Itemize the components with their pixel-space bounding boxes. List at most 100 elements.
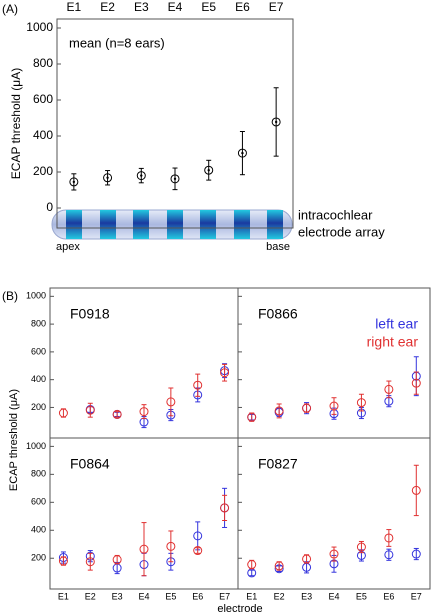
- x-tick-label: E2: [274, 591, 285, 601]
- panel-title: F0918: [70, 306, 110, 322]
- legend-entry: left ear: [375, 316, 418, 332]
- y-tick-label: 400: [31, 525, 46, 535]
- y-tick-label: 400: [31, 374, 46, 384]
- marker: [204, 165, 214, 175]
- marker-dot: [72, 180, 76, 184]
- x-tick-label: E4: [328, 591, 339, 601]
- array-label: electrode array: [298, 224, 385, 239]
- y-tick-label: 800: [31, 318, 46, 328]
- y-tick-label: 400: [33, 128, 53, 142]
- plot-frame: [56, 18, 294, 229]
- y-tick-label: 200: [31, 402, 46, 412]
- marker: [170, 174, 180, 184]
- marker: [237, 148, 247, 158]
- marker: [193, 380, 203, 390]
- x-tick-label: E2: [85, 591, 96, 601]
- x-tick-label: E7: [411, 591, 422, 601]
- marker: [220, 368, 230, 378]
- marker: [166, 541, 176, 551]
- marker: [302, 403, 312, 413]
- marker: [271, 117, 281, 127]
- x-axis-label: electrode: [217, 603, 262, 615]
- x-tick-label: E3: [112, 591, 123, 601]
- x-tick-label: E3: [301, 591, 312, 601]
- x-tick-label: E4: [138, 591, 149, 601]
- y-tick-label: 800: [31, 469, 46, 479]
- x-tick-label: E5: [201, 0, 216, 14]
- panel-title: F0866: [258, 306, 298, 322]
- marker: [220, 503, 230, 513]
- base-label: base: [266, 241, 290, 253]
- marker: [411, 485, 421, 495]
- marker: [329, 401, 339, 411]
- marker: [112, 555, 122, 565]
- marker: [85, 405, 95, 415]
- marker-dot: [106, 176, 109, 179]
- marker-dot: [173, 177, 177, 181]
- x-tick-label: E1: [246, 591, 257, 601]
- y-tick-label: 1000: [26, 441, 46, 451]
- marker: [302, 554, 312, 564]
- panel-title: F0864: [70, 456, 110, 472]
- plot-frame: [237, 437, 431, 590]
- marker: [193, 531, 203, 541]
- x-tick-label: E7: [219, 591, 230, 601]
- marker: [139, 407, 149, 417]
- x-tick-label: E6: [192, 591, 203, 601]
- y-axis-label: ECAP threshold (μA): [8, 389, 20, 491]
- panel-label: (A): [2, 2, 18, 16]
- legend-entry: right ear: [367, 334, 419, 350]
- marker-dot: [140, 174, 143, 177]
- x-tick-label: E2: [100, 0, 115, 14]
- marker-dot: [274, 120, 278, 124]
- y-tick-label: 600: [33, 92, 53, 106]
- x-tick-label: E1: [58, 591, 69, 601]
- y-tick-label: 200: [33, 164, 53, 178]
- x-tick-label: E1: [67, 0, 82, 14]
- marker-dot: [207, 169, 210, 172]
- y-axis-label: ECAP threshold (μA): [9, 68, 23, 179]
- x-tick-label: E5: [165, 591, 176, 601]
- y-tick-label: 600: [31, 497, 46, 507]
- marker: [274, 561, 284, 571]
- array-label: intracochlear: [298, 207, 373, 222]
- panel-title: F0827: [258, 456, 298, 472]
- x-tick-label: E3: [134, 0, 149, 14]
- marker: [58, 556, 68, 566]
- marker: [411, 549, 421, 559]
- x-tick-label: E4: [168, 0, 183, 14]
- marker: [356, 398, 366, 408]
- annotation: mean (n=8 ears): [69, 35, 165, 50]
- marker-dot: [241, 151, 244, 155]
- y-tick-label: 800: [33, 56, 53, 70]
- y-tick-label: 0: [46, 200, 53, 214]
- marker: [356, 542, 366, 552]
- marker: [112, 409, 122, 419]
- marker: [139, 544, 149, 554]
- marker: [411, 378, 421, 388]
- electrode-array: [51, 209, 293, 240]
- x-tick-label: E6: [383, 591, 394, 601]
- x-tick-label: E6: [235, 0, 250, 14]
- marker: [384, 384, 394, 394]
- marker: [193, 546, 203, 556]
- marker: [329, 549, 339, 559]
- marker: [103, 173, 113, 183]
- marker: [247, 412, 257, 422]
- marker: [384, 533, 394, 543]
- marker: [58, 408, 68, 418]
- y-tick-label: 1000: [26, 291, 46, 301]
- marker: [69, 177, 79, 187]
- y-tick-label: 600: [31, 346, 46, 356]
- x-tick-label: E7: [269, 0, 284, 14]
- marker: [384, 550, 394, 560]
- panel-label: (B): [2, 289, 18, 303]
- y-tick-label: 200: [31, 553, 46, 563]
- apex-label: apex: [56, 241, 80, 253]
- x-tick-label: E5: [356, 591, 367, 601]
- marker: [85, 557, 95, 567]
- y-tick-label: 1000: [26, 20, 53, 34]
- marker: [274, 406, 284, 416]
- marker: [136, 171, 146, 181]
